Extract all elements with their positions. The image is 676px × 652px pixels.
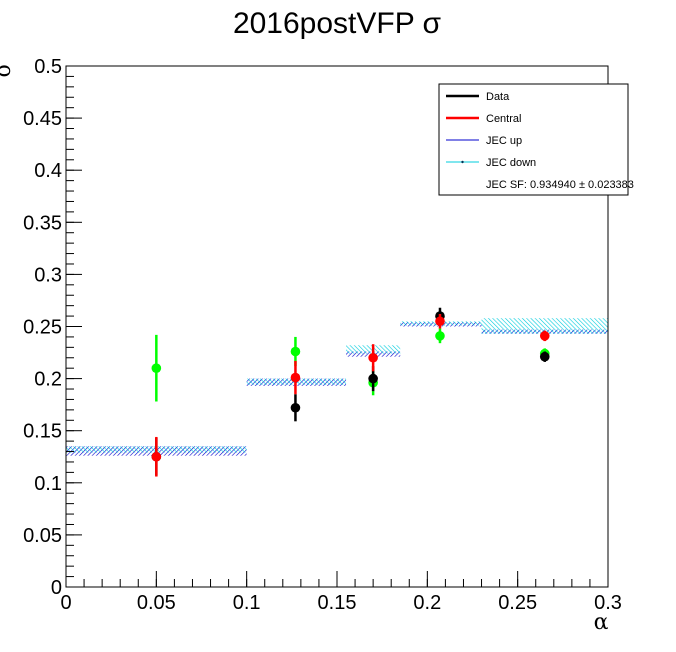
series-0-point-4 (539, 351, 550, 362)
series-1-point-3 (435, 316, 445, 327)
plot-frame (65, 65, 609, 588)
x-tick-label-1: 0.05 (137, 592, 176, 614)
bands-layer (66, 318, 608, 456)
x-tick-label-3: 0.15 (318, 592, 357, 614)
legend-label-3: JEC down (486, 157, 536, 169)
series-1-point-0 (151, 451, 162, 462)
series-1-point-1 (290, 372, 301, 383)
y-tick-label-7: 0.35 (23, 212, 62, 234)
band-1-bin-4 (481, 318, 608, 334)
series-2-point-0 (151, 363, 162, 373)
y-tick-label-2: 0.1 (34, 473, 62, 495)
y-tick-label-0: 0 (51, 577, 62, 599)
legend: Data Central JEC up JEC down JEC SF: 0.93494… (438, 83, 634, 196)
series-1-point-4 (539, 331, 550, 341)
axes: 0 0.05 0.1 0.15 0.2 0.25 0.3 0.35 0.4 0.45 0.5 0 0.0… (23, 56, 622, 614)
series-1-point-2 (368, 352, 378, 363)
points-layer (151, 307, 550, 477)
chart-title: 2016postVFP σ (233, 7, 442, 40)
x-tick-label-6: 0.3 (594, 592, 622, 614)
y-tick-label-6: 0.3 (34, 264, 62, 286)
legend-label-0: Data (486, 91, 510, 103)
y-tick-label-8: 0.4 (34, 160, 62, 182)
y-axis-label: σ (0, 62, 16, 77)
x-tick-label-0: 0 (60, 592, 71, 614)
y-tick-label-5: 0.25 (23, 317, 62, 339)
y-tick-label-3: 0.15 (23, 421, 62, 443)
legend-swatch-dot-3 (461, 160, 464, 164)
series-2-point-1 (290, 346, 301, 357)
x-tick-label-2: 0.1 (233, 592, 261, 614)
y-tick-label-10: 0.5 (34, 56, 62, 78)
legend-label-4: JEC SF: 0.934940 ± 0.023383 (486, 179, 634, 191)
y-tick-label-4: 0.2 (34, 369, 62, 391)
legend-label-2: JEC up (486, 135, 522, 147)
y-tick-label-9: 0.45 (23, 108, 62, 130)
x-axis-label: α (594, 610, 609, 635)
y-tick-label-1: 0.05 (23, 525, 62, 547)
series-0-point-2 (368, 373, 378, 384)
x-tick-label-5: 0.25 (498, 592, 537, 614)
x-tick-label-4: 0.2 (413, 592, 441, 614)
series-2-point-3 (435, 331, 445, 341)
series-0-point-1 (290, 402, 301, 413)
legend-label-1: Central (486, 113, 521, 125)
